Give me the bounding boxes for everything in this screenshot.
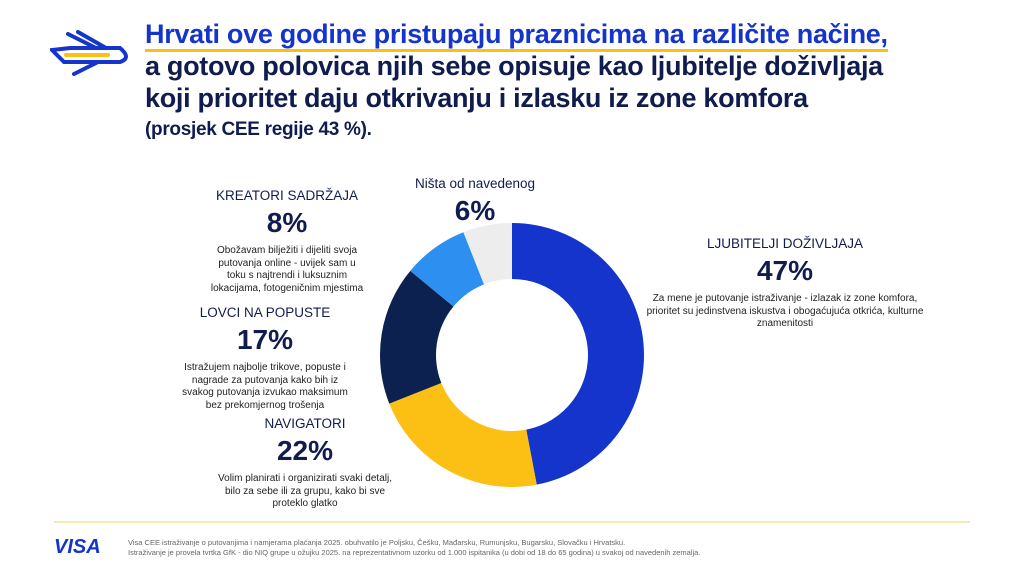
category-label: NAVIGATORI	[264, 416, 346, 431]
visa-logo: VISA	[54, 536, 101, 558]
value-label: 47%	[756, 255, 814, 286]
footnote-line: Istraživanje je provela tvrtka GfK - dio…	[128, 548, 701, 557]
footnote: Visa CEE istraživanje o putovanjima i na…	[128, 538, 700, 558]
donut-slice-2	[389, 382, 537, 487]
divider	[54, 521, 970, 523]
label-lovci: LOVCI NA POPUSTE 17% Istražujem najbolje…	[170, 305, 360, 412]
category-label: KREATORI SADRŽAJA	[215, 188, 359, 203]
page-title: Hrvati ove godine pristupaju praznicima …	[145, 18, 888, 146]
value-label: 17%	[236, 324, 294, 355]
title-highlight: Hrvati ove godine pristupaju praznicima …	[145, 19, 888, 52]
label-kreatori: KREATORI SADRŽAJA 8% Obožavam bilježiti …	[182, 188, 392, 295]
subtitle: (prosjek CEE regije 43 %).	[145, 119, 372, 140]
value-label: 22%	[276, 435, 334, 466]
description: Istražujem najbolje trikove, popuste i n…	[182, 362, 348, 411]
value-label: 8%	[266, 207, 308, 238]
label-nista: Ništa od navedenog 6%	[395, 176, 555, 233]
title-line: a gotovo polovica njih sebe opisuje kao …	[145, 51, 883, 81]
donut-chart	[380, 223, 645, 487]
donut-slice-4	[410, 232, 485, 307]
category-label: LOVCI NA POPUSTE	[199, 305, 331, 320]
label-navigatori: NAVIGATORI 22% Volim planirati i organiz…	[200, 416, 410, 511]
airplane-icon	[50, 30, 128, 76]
description: Za mene je putovanje istraživanje - izla…	[646, 293, 924, 329]
category-label: Ništa od navedenog	[414, 176, 536, 191]
label-ljubitelji: LJUBITELJI DOŽIVLJAJA 47% Za mene je put…	[640, 236, 930, 331]
title-line: koji prioritet daju otkrivanju i izlasku…	[145, 83, 808, 113]
donut-slice-3	[380, 270, 454, 404]
description: Obožavam bilježiti i dijeliti svoja puto…	[210, 245, 364, 294]
description: Volim planirati i organizirati svaki det…	[218, 473, 392, 509]
donut-slice-5	[463, 223, 512, 285]
donut-slice-1	[512, 223, 645, 485]
value-label: 6%	[454, 195, 496, 226]
footnote-line: Visa CEE istraživanje o putovanjima i na…	[128, 538, 626, 547]
category-label: LJUBITELJI DOŽIVLJAJA	[706, 236, 864, 251]
